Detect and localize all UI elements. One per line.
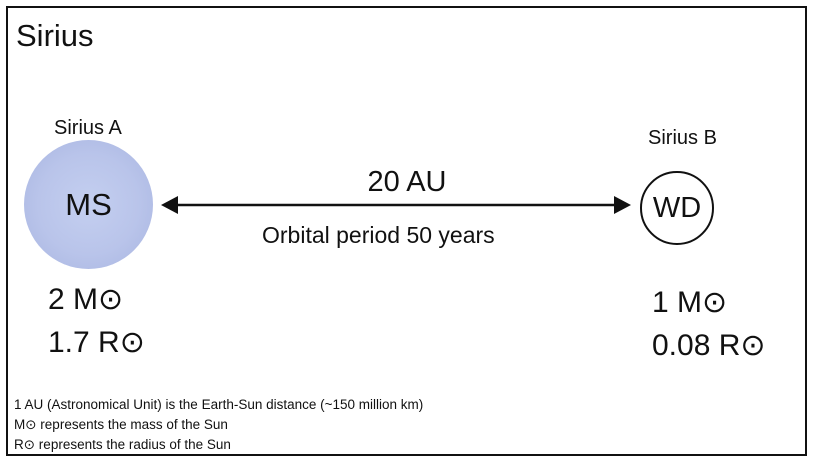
star-a-type-label: MS [65,187,112,222]
double-arrow-icon [161,196,631,214]
distance-label: 20 AU [367,166,447,198]
star-b-mass: 1 M⊙ [652,286,728,319]
diagram-title: Sirius [16,18,94,53]
arrow-head-left [161,196,178,214]
star-a-name: Sirius A [54,117,122,139]
distance-label-wrap: 20 AU [0,168,817,197]
footnote-solar-radius: R⊙ represents the radius of the Sun [14,437,231,452]
star-b-circle: WD [640,171,714,245]
footnote-au: 1 AU (Astronomical Unit) is the Earth-Su… [14,397,424,412]
star-a-circle: MS [24,140,153,269]
footnote-solar-mass: M⊙ represents the mass of the Sun [14,417,228,432]
diagram-frame [6,6,807,456]
star-b-name: Sirius B [648,127,717,149]
star-a-radius: 1.7 R⊙ [48,326,145,359]
star-b-radius: 0.08 R⊙ [652,329,766,362]
star-b-type-label: WD [652,191,702,224]
star-a-mass: 2 M⊙ [48,283,124,316]
orbital-period-label: Orbital period 50 years [262,222,495,248]
arrow-head-right [614,196,631,214]
